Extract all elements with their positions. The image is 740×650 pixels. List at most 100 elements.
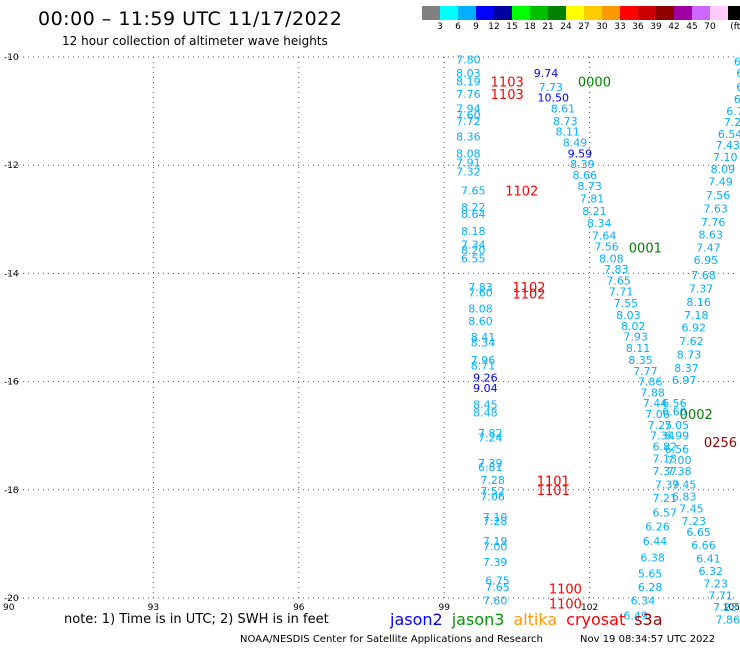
- wave-height-point: 7.06: [645, 408, 670, 421]
- legend-tick-label: 42: [668, 22, 680, 32]
- wave-height-point: 7.00: [667, 454, 692, 467]
- legend-swatch: [476, 6, 494, 20]
- wave-height-point: 7.23: [703, 577, 728, 590]
- wave-height-point: 6.81: [478, 461, 503, 474]
- wave-height-point: 8.08: [599, 252, 624, 265]
- legend-tick-label: 36: [632, 22, 644, 32]
- wave-height-point: 7.18: [684, 309, 709, 322]
- wave-height-point: 7.65: [485, 581, 510, 594]
- wave-height-point: 8.73: [577, 180, 602, 193]
- wave-height-point: 7.43: [715, 139, 740, 152]
- units-note: note: 1) Time is in UTC; 2) SWH is in fe…: [64, 612, 329, 627]
- wave-height-point: 6.49: [623, 609, 648, 622]
- legend-swatch: [548, 6, 566, 20]
- chart-subtitle: 12 hour collection of altimeter wave hei…: [62, 34, 328, 48]
- wave-height-point: 7.65: [461, 185, 486, 198]
- wave-height-point: 8.60: [468, 315, 493, 328]
- wave-height-point: 7.76: [456, 88, 481, 101]
- wave-height-point: 8.39: [570, 158, 595, 171]
- satellite-legend-item: s3a: [634, 610, 663, 629]
- wave-height-point: 8.22: [461, 201, 486, 214]
- wave-height-point: 6.32: [699, 565, 724, 578]
- legend-swatch: [602, 6, 620, 20]
- legend-tick-label: 15: [506, 22, 518, 32]
- wave-height-point: 7.19: [483, 535, 508, 548]
- wave-height-point: 7.64: [592, 230, 617, 243]
- wave-height-point: 6.75: [485, 575, 510, 588]
- legend-tick-label: 9: [473, 22, 479, 32]
- wave-height-point: 6.56: [665, 443, 690, 456]
- wave-height-point: 8.03: [616, 309, 641, 322]
- y-tick-label: -20: [4, 594, 19, 604]
- wave-height-point: 6.26: [645, 521, 670, 534]
- wave-height-point: 7.73: [539, 81, 564, 94]
- wave-height-point: 8.19: [456, 75, 481, 88]
- legend-tick-label: 3: [437, 22, 443, 32]
- wave-height-point: 7.60: [483, 595, 508, 608]
- wave-height-point: 7.86: [715, 614, 740, 627]
- wave-height-point: 7.49: [708, 175, 733, 188]
- wave-height-point: 7.39: [655, 478, 680, 491]
- legend-tick-label: 21: [542, 22, 554, 32]
- legend-swatch: [440, 6, 458, 20]
- legend-swatch: [458, 6, 476, 20]
- legend-swatch: [512, 6, 530, 20]
- wave-height-point: 8.34: [471, 337, 496, 350]
- legend-tick-label: 30: [596, 22, 608, 32]
- wave-height-point: 8.08: [456, 147, 481, 160]
- wave-height-point: 8.36: [456, 131, 481, 144]
- wave-height-point: 7.32: [456, 166, 481, 179]
- wave-height-point: 5.65: [638, 568, 663, 581]
- legend-swatch: [422, 6, 440, 20]
- legend-tick-label: 45: [686, 22, 698, 32]
- wave-height-point: 7.60: [468, 286, 493, 299]
- wave-height-point: 8.64: [461, 208, 486, 221]
- wave-height-point: 7.37: [689, 283, 714, 296]
- wave-height-point: 10.50: [538, 92, 570, 105]
- wave-height-point: 7.60: [456, 109, 481, 122]
- wave-height-point: 7.34: [650, 430, 675, 443]
- wave-height-point: 7.68: [691, 269, 716, 282]
- wave-height-point: 7.83: [468, 281, 493, 294]
- credit-line: NOAA/NESDIS Center for Satellite Applica…: [240, 634, 543, 645]
- legend-unit-label: (ft): [730, 22, 740, 32]
- wave-height-point: 7.56: [706, 189, 731, 202]
- wave-height-point: 6.92: [682, 322, 707, 335]
- pass-time-label: 1103: [491, 75, 524, 90]
- wave-height-point: 7.63: [703, 202, 728, 215]
- wave-height-point: 7.38: [667, 465, 692, 478]
- pass-time-label: 0256: [704, 436, 737, 451]
- wave-height-point: 7.93: [623, 331, 648, 344]
- legend-swatch: [674, 6, 692, 20]
- wave-height-point: 8.45: [473, 398, 498, 411]
- wave-height-point: 8.20: [461, 244, 486, 257]
- wave-height-point: 8.66: [573, 169, 598, 182]
- wave-height-point: 8.41: [471, 331, 496, 344]
- legend-swatch: [710, 6, 728, 20]
- wave-height-point: 7.62: [679, 335, 704, 348]
- wave-height-point: 9.04: [473, 382, 498, 395]
- wave-height-point: 6.83: [672, 490, 697, 503]
- wave-height-point: 6.38: [640, 551, 665, 564]
- wave-height-point: 8.16: [686, 296, 711, 309]
- wave-height-point: 7.83: [604, 263, 629, 276]
- y-tick-label: -14: [4, 269, 19, 279]
- wave-height-point: 8.03: [456, 67, 481, 80]
- satellite-legend-item: jason2: [390, 610, 443, 629]
- x-tick-label: 105: [723, 603, 740, 613]
- wave-height-point: 7.10: [483, 511, 508, 524]
- wave-height-point: 7.06: [480, 490, 505, 503]
- wave-height-point: 7.25: [648, 419, 673, 432]
- wave-height-point: 7.47: [696, 241, 721, 254]
- wave-height-point: 6.97: [672, 374, 697, 387]
- wave-height-point: 7.05: [665, 419, 690, 432]
- pass-time-label: 1100: [549, 597, 582, 612]
- wave-height-point: 7.71: [609, 285, 634, 298]
- wave-height-point: 7.56: [594, 240, 619, 253]
- wave-height-point: 7.24: [478, 431, 503, 444]
- wave-height-point: 6.28: [638, 581, 663, 594]
- wave-height-point: 6.82: [652, 441, 677, 454]
- wave-height-point: 7.21: [652, 492, 677, 505]
- wave-height-point: 6.54: [718, 128, 740, 141]
- wave-height-point: 7.86: [638, 376, 663, 389]
